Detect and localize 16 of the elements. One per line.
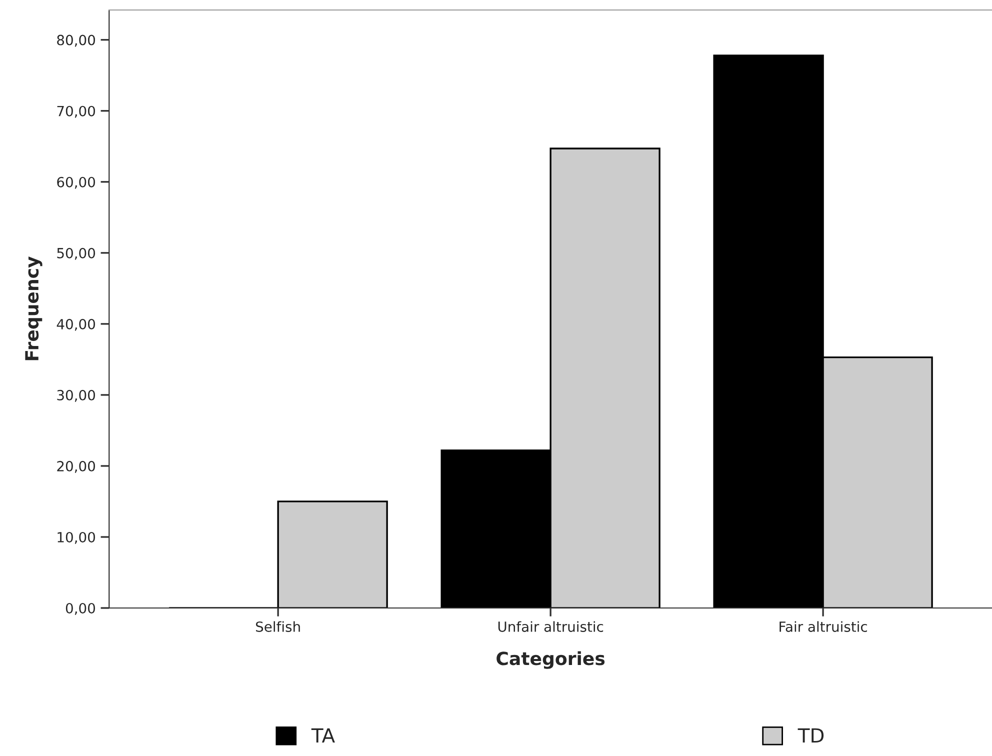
y-tick-label: 60,00 [57,176,96,189]
x-axis-title: Categories [496,651,605,669]
y-tick-label: 70,00 [57,106,96,118]
y-tick-label: 50,00 [57,248,96,260]
y-tick-label: 80,00 [57,34,96,47]
legend-label: TA [311,728,335,743]
y-tick-label: 10,00 [58,532,96,544]
y-tick-label: 40,00 [56,318,96,331]
legend-label: TD [798,728,824,743]
y-tick-label: 20,00 [57,460,96,473]
y-axis-title: Frequency [25,256,42,360]
x-tick-label: Unfair altruistic [498,621,604,632]
y-tick-label: 30,00 [57,390,96,402]
x-tick-label: Fair altruistic [780,621,867,632]
y-tick-label: 0,00 [66,602,96,615]
x-tick-label: Selfish [256,621,300,632]
